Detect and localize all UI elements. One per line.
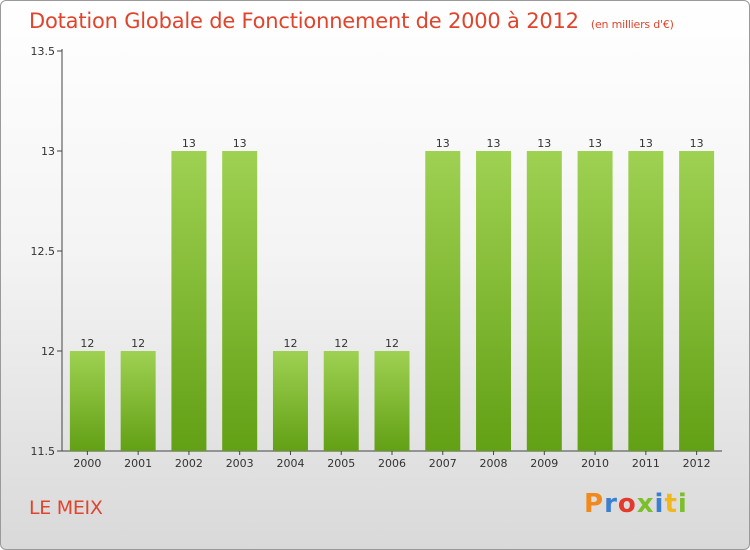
- logo-letter: t: [664, 489, 678, 519]
- bar-2001: [120, 351, 156, 451]
- bar-2009: [526, 151, 562, 451]
- bar-2005: [323, 351, 359, 451]
- x-tick-label: 2006: [378, 457, 406, 470]
- x-tick-label: 2008: [480, 457, 508, 470]
- unit-subtitle: (en milliers d'€): [590, 18, 674, 31]
- x-tick-label: 2001: [124, 457, 152, 470]
- data-label: 13: [436, 137, 450, 150]
- data-labels: 12 12 13 13 12 12 12 13 13 13 13 13 13: [80, 137, 703, 350]
- y-tick-label: 12.5: [31, 245, 56, 258]
- data-label: 13: [487, 137, 501, 150]
- title-text: Dotation Globale de Fonctionnement de 20…: [29, 9, 579, 33]
- bar-2011: [628, 151, 664, 451]
- data-label: 12: [131, 337, 145, 350]
- x-tick-label: 2005: [327, 457, 355, 470]
- logo-letter: P: [584, 489, 605, 519]
- bar-2012: [679, 151, 715, 451]
- data-label: 13: [233, 137, 247, 150]
- x-tick-label: 2010: [581, 457, 609, 470]
- bar-2003: [222, 151, 258, 451]
- bar-2002: [171, 151, 207, 451]
- logo-letter: o: [617, 489, 637, 519]
- bar-2007: [425, 151, 461, 451]
- logo-letter: x: [636, 489, 655, 519]
- logo-letter: r: [604, 489, 618, 519]
- bar-2004: [272, 351, 308, 451]
- bar-2006: [374, 351, 410, 451]
- x-tick-label: 2002: [175, 457, 203, 470]
- data-label: 13: [639, 137, 653, 150]
- x-tick-label: 2009: [530, 457, 558, 470]
- x-tick-label: 2000: [73, 457, 101, 470]
- data-label: 12: [80, 337, 94, 350]
- bars: [69, 151, 715, 451]
- axes: 11.5 12 12.5 13 13.5 2000 2001 2002 2003 2004 2005…: [31, 45, 722, 470]
- proxiti-logo[interactable]: Proxiti: [584, 489, 688, 519]
- bar-2010: [577, 151, 613, 451]
- logo-letter: i: [677, 489, 688, 519]
- y-tick-label: 13: [41, 145, 55, 158]
- data-label: 13: [182, 137, 196, 150]
- y-tick-label: 11.5: [31, 445, 56, 458]
- data-label: 13: [588, 137, 602, 150]
- data-label: 12: [283, 337, 297, 350]
- data-label: 12: [334, 337, 348, 350]
- data-label: 13: [537, 137, 551, 150]
- data-label: 12: [385, 337, 399, 350]
- data-label: 13: [690, 137, 704, 150]
- logo-letter: i: [654, 489, 665, 519]
- x-tick-label: 2007: [429, 457, 457, 470]
- bar-2000: [69, 351, 105, 451]
- commune-name: LE MEIX: [29, 497, 103, 519]
- chart-title: Dotation Globale de Fonctionnement de 20…: [29, 9, 674, 33]
- y-tick-label: 13.5: [31, 45, 56, 58]
- bar-2008: [476, 151, 512, 451]
- x-tick-label: 2011: [632, 457, 660, 470]
- x-tick-label: 2004: [276, 457, 304, 470]
- x-tick-label: 2003: [226, 457, 254, 470]
- x-tick-label: 2012: [683, 457, 711, 470]
- y-tick-label: 12: [41, 345, 55, 358]
